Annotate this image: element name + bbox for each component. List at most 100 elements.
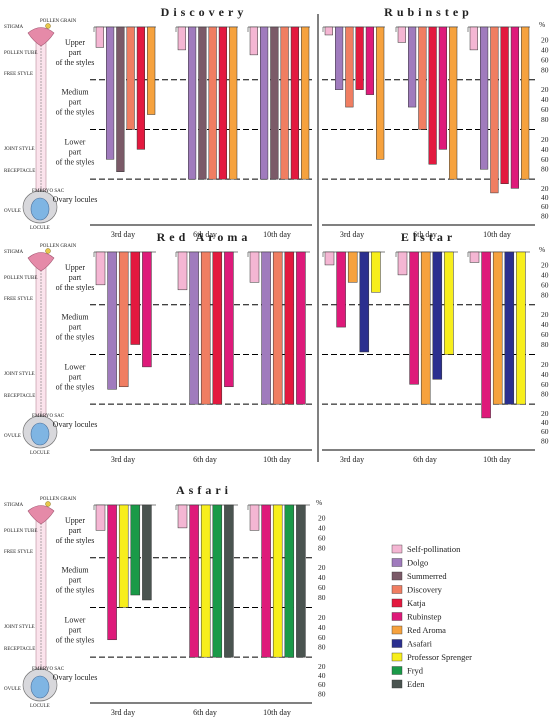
percent-tick: 80 (541, 290, 549, 299)
panel-title: Rubinstep (384, 5, 473, 19)
percent-tick: 80 (541, 65, 549, 74)
ovule-label: OVULE (4, 434, 21, 439)
bar (480, 26, 489, 170)
bar (355, 26, 364, 90)
bar (189, 251, 199, 405)
bar (188, 26, 197, 180)
zone-label: Upper part of the styles (56, 263, 95, 292)
legend-swatch (391, 612, 403, 621)
percent-tick: 60 (318, 680, 326, 689)
bar (449, 26, 458, 180)
percent-tick: 80 (318, 643, 326, 652)
bar (118, 504, 129, 608)
bar (249, 504, 260, 531)
legend-swatch (391, 571, 403, 581)
percent-tick: 20 (318, 613, 326, 622)
percent-tick: 20 (318, 513, 326, 522)
bar (106, 26, 115, 160)
bar (224, 504, 234, 658)
bar (516, 251, 526, 405)
zone-label: Ovary locules (53, 673, 98, 682)
receptacle-label: RECEPTACLE (4, 647, 35, 652)
legend-label: Eden (407, 679, 425, 689)
bar (296, 504, 306, 658)
percent-tick: 40 (318, 523, 326, 532)
pistil-diagram: STIGMA POLLEN GRAIN POLLEN TUBE FREE STYLE J… (4, 19, 77, 231)
pollen-grain-label: POLLEN GRAIN (40, 497, 77, 502)
legend-swatch (391, 652, 403, 662)
locule-label: LOCULE (30, 704, 50, 709)
bar (177, 26, 186, 51)
bar (409, 251, 419, 385)
panel-title: Elstar (401, 230, 456, 244)
percent-tick: 20 (318, 662, 326, 671)
bar (492, 251, 503, 405)
pollen-tube-label: POLLEN TUBE (4, 51, 37, 56)
day-label: 3rd day (111, 455, 135, 464)
bar (371, 251, 381, 293)
bar (296, 251, 306, 405)
day-label: 10th day (483, 455, 511, 464)
free-style-label: FREE STYLE (4, 550, 33, 555)
bar (500, 26, 509, 185)
bar (504, 251, 515, 405)
bar (189, 504, 199, 658)
bar (290, 26, 299, 180)
legend-swatch (391, 666, 403, 675)
ovule-label: OVULE (4, 687, 21, 692)
stigma-shape (27, 27, 55, 47)
bar (438, 26, 447, 150)
zone-label: Medium part of the styles (56, 566, 95, 595)
percent-tick: 60 (541, 202, 549, 211)
percent-tick: 60 (541, 155, 549, 164)
bar (284, 504, 295, 658)
bar (229, 26, 238, 180)
embryo-sac-shape (30, 197, 50, 221)
percent-tick: 80 (541, 390, 549, 399)
zone-label: Upper part of the styles (56, 38, 95, 67)
bar (428, 26, 437, 165)
bar (200, 251, 211, 405)
percent-tick: 20 (541, 260, 549, 269)
free-style-label: FREE STYLE (4, 72, 33, 77)
bar (272, 504, 283, 658)
bar (212, 504, 223, 658)
day-label: 10th day (263, 455, 291, 464)
percent-tick: 40 (541, 145, 549, 154)
day-label: 6th day (193, 708, 217, 717)
pollen-grain-dot (45, 501, 51, 507)
embryo-sac-label: EMBRYO SAC (32, 414, 65, 419)
zone-label: Ovary locules (53, 420, 98, 429)
embryo-sac-shape (30, 675, 50, 699)
percent-tick: 80 (541, 211, 549, 220)
panel-title: Asfari (176, 483, 232, 497)
stigma-shape (27, 252, 55, 272)
pistil-diagram: STIGMA POLLEN GRAIN POLLEN TUBE FREE STYLE J… (4, 497, 77, 709)
bar (345, 26, 354, 108)
percent-symbol: % (316, 498, 322, 507)
legend-label: Summerred (407, 571, 447, 581)
bar (284, 251, 295, 405)
percent-tick: 80 (541, 436, 549, 445)
legend-label: Asafari (407, 639, 433, 649)
legend-label: Red Aroma (407, 625, 446, 635)
bar (280, 26, 289, 180)
bar (107, 504, 117, 641)
legend-swatch (391, 625, 403, 635)
percent-tick: 40 (541, 320, 549, 329)
percent-tick: 60 (318, 633, 326, 642)
embryo-sac-label: EMBRYO SAC (32, 189, 65, 194)
percent-tick: 20 (541, 135, 549, 144)
day-label: 6th day (193, 230, 217, 239)
day-label: 3rd day (340, 230, 364, 239)
stigma-label: STIGMA (4, 25, 24, 30)
zone-label: Upper part of the styles (56, 516, 95, 545)
bar (397, 251, 408, 276)
day-label: 6th day (193, 455, 217, 464)
day-label: 3rd day (340, 455, 364, 464)
bar (432, 251, 443, 380)
bar (118, 251, 129, 388)
embryo-sac-label: EMBRYO SAC (32, 667, 65, 672)
